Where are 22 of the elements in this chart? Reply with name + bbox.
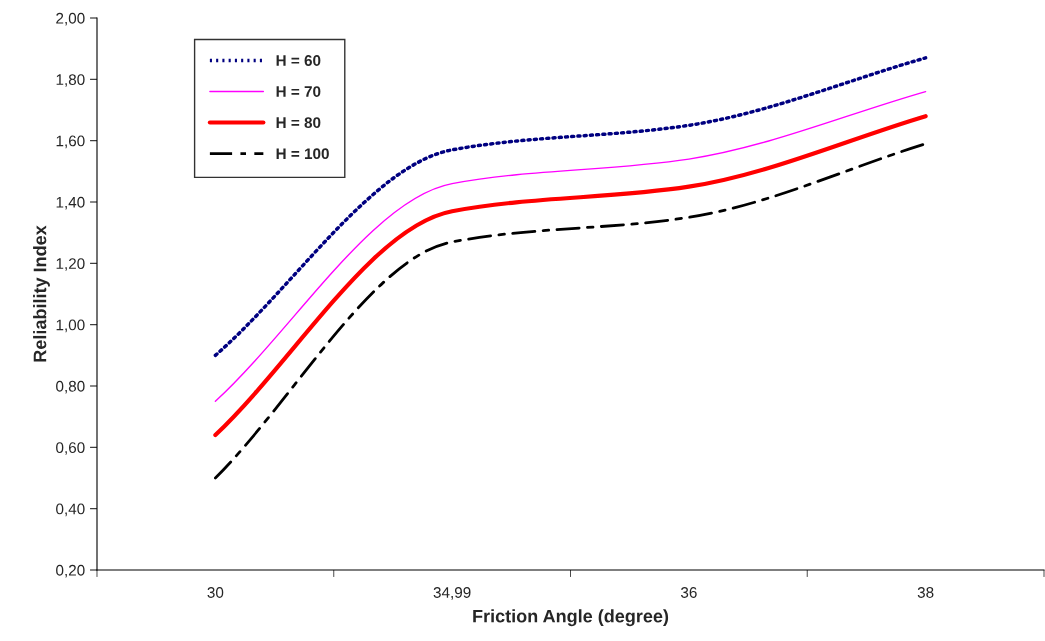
- y-tick-label: 1,00: [56, 319, 85, 333]
- y-tick-label: 1,20: [56, 258, 85, 271]
- legend-label: H = 60: [276, 55, 321, 66]
- x-tick-label: 36: [680, 587, 697, 598]
- y-axis-title: Reliability Index: [33, 225, 50, 362]
- x-axis-title: Friction Angle (degree): [473, 609, 669, 627]
- y-tick-label: 2,00: [56, 12, 85, 26]
- y-tick-label: 0,40: [56, 503, 85, 517]
- x-tick-label: 30: [207, 587, 224, 598]
- y-tick-label: 0,60: [56, 442, 85, 455]
- line-series: [213, 114, 928, 438]
- y-tick-label: 1,40: [56, 196, 85, 210]
- y-tick-label: 1,60: [56, 135, 85, 149]
- line-series: [213, 56, 928, 358]
- x-tick-label: 34,99: [433, 587, 471, 600]
- y-tick-label: 1,80: [56, 74, 85, 87]
- legend-label: H = 70: [276, 86, 321, 97]
- legend-label: H = 100: [276, 148, 329, 160]
- y-tick-label: 0,20: [56, 564, 85, 578]
- x-tick-label: 38: [917, 587, 934, 598]
- legend-label: H = 80: [276, 117, 321, 129]
- y-tick-label: 0,80: [56, 380, 85, 394]
